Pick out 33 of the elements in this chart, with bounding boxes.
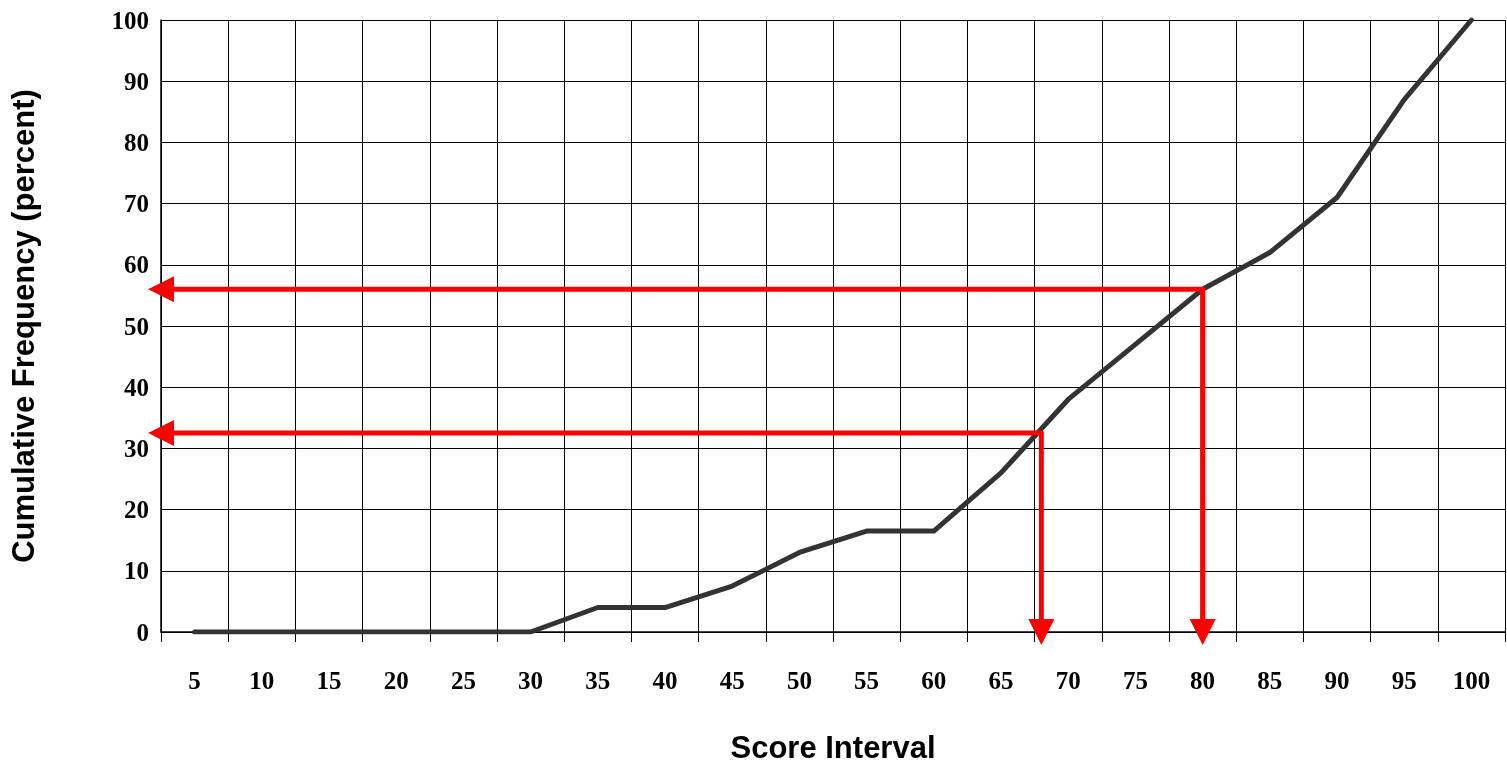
y-tick-label: 20 — [124, 496, 149, 524]
x-tick-label: 10 — [249, 667, 275, 694]
y-tick-label: 90 — [124, 67, 149, 95]
x-tick-label: 65 — [988, 667, 1014, 694]
x-tick-label: 100 — [1452, 667, 1491, 694]
x-tick-label: 45 — [719, 667, 745, 694]
y-tick-label: 10 — [124, 557, 149, 585]
y-tick-label: 60 — [124, 251, 149, 279]
y-tick-label: 50 — [124, 312, 149, 340]
x-tick-label: 75 — [1122, 667, 1148, 694]
y-tick-label: 0 — [136, 618, 149, 646]
x-tick-label: 85 — [1257, 667, 1283, 694]
x-tick-label: 25 — [450, 667, 476, 694]
y-tick-label: 100 — [111, 6, 149, 34]
y-axis-title: Cumulative Frequency (percent) — [6, 89, 41, 563]
y-tick-label: 30 — [124, 434, 149, 462]
y-tick-label: 80 — [124, 128, 149, 156]
x-tick-label: 20 — [383, 667, 409, 694]
y-tick-label: 40 — [124, 373, 149, 401]
x-tick-label: 80 — [1190, 667, 1216, 694]
x-axis-title: Score Interval — [730, 730, 936, 765]
x-tick-label: 95 — [1391, 667, 1417, 694]
x-tick-label: 5 — [188, 667, 201, 694]
x-tick-label: 35 — [585, 667, 611, 694]
y-tick-label: 70 — [124, 190, 149, 218]
x-tick-label: 90 — [1324, 667, 1350, 694]
x-tick-label: 30 — [518, 667, 544, 694]
x-tick-label: 55 — [854, 667, 880, 694]
x-tick-label: 70 — [1055, 667, 1081, 694]
x-tick-label: 60 — [921, 667, 947, 694]
x-tick-label: 40 — [652, 667, 678, 694]
x-tick-label: 15 — [316, 667, 342, 694]
x-tick-label: 50 — [786, 667, 812, 694]
